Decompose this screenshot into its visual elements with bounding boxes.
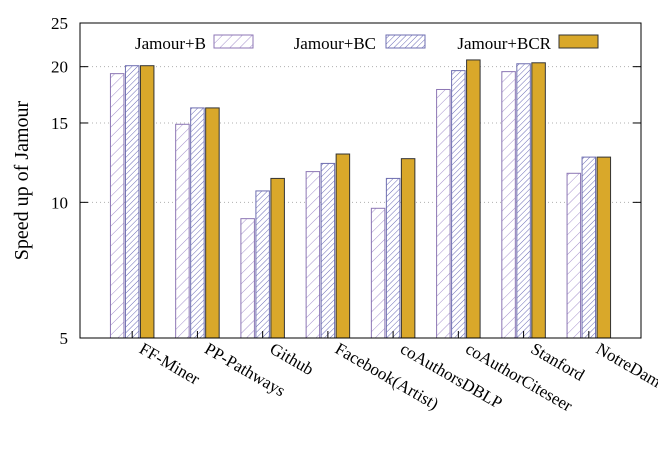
y-tick-label: 15 xyxy=(51,114,68,133)
bar-jamour-b xyxy=(370,207,386,339)
legend: Jamour+B Jamour+BC Jamour+BCR xyxy=(135,34,599,53)
y-tick-label: 10 xyxy=(51,193,68,212)
bar-jamour-bcr xyxy=(596,156,612,339)
bar-jamour-bc xyxy=(320,162,336,339)
bar-jamour-b xyxy=(175,123,190,339)
bar-jamour-bcr xyxy=(270,177,285,339)
legend-swatch xyxy=(385,34,426,49)
plot-frame xyxy=(79,22,642,339)
legend-label: Jamour+B xyxy=(135,34,206,53)
bar-jamour-bc xyxy=(516,63,531,339)
grid-lines xyxy=(80,66,641,203)
legend-label: Jamour+BCR xyxy=(457,34,551,53)
y-tick-label: 5 xyxy=(60,329,69,348)
x-tick-label: Github xyxy=(267,339,317,379)
legend-swatch xyxy=(558,34,599,49)
bar-jamour-bcr xyxy=(139,65,155,339)
bar-jamour-bcr xyxy=(335,153,351,339)
x-tick-label: NotreDame xyxy=(593,339,658,395)
bar-jamour-b xyxy=(501,71,516,339)
bar-jamour-b xyxy=(566,172,582,339)
bar-jamour-bc xyxy=(385,177,401,339)
bar-jamour-b xyxy=(436,88,451,339)
bar-jamour-b xyxy=(305,171,321,339)
bar-jamour-bcr xyxy=(400,158,416,339)
y-axis: 5 10 15 20 25 xyxy=(51,14,641,348)
bar-jamour-bcr xyxy=(466,59,481,339)
legend-swatch xyxy=(213,34,254,49)
bar-jamour-bc xyxy=(190,107,205,339)
bar-jamour-b xyxy=(240,218,255,339)
bar-jamour-bcr xyxy=(531,62,546,339)
bar-jamour-bc xyxy=(581,156,597,339)
bar-jamour-bc xyxy=(451,70,466,339)
y-tick-label: 20 xyxy=(51,58,68,77)
bar-jamour-b xyxy=(109,73,125,339)
bar-jamour-bcr xyxy=(205,107,220,339)
x-tick-label: FF-Miner xyxy=(136,339,203,389)
bars-group xyxy=(109,59,612,339)
y-tick-label: 25 xyxy=(51,14,68,33)
bar-jamour-bc xyxy=(255,190,270,339)
y-axis-label: Speed up of Jamour xyxy=(11,100,33,260)
legend-label: Jamour+BC xyxy=(294,34,376,53)
bar-jamour-bc xyxy=(124,65,140,339)
